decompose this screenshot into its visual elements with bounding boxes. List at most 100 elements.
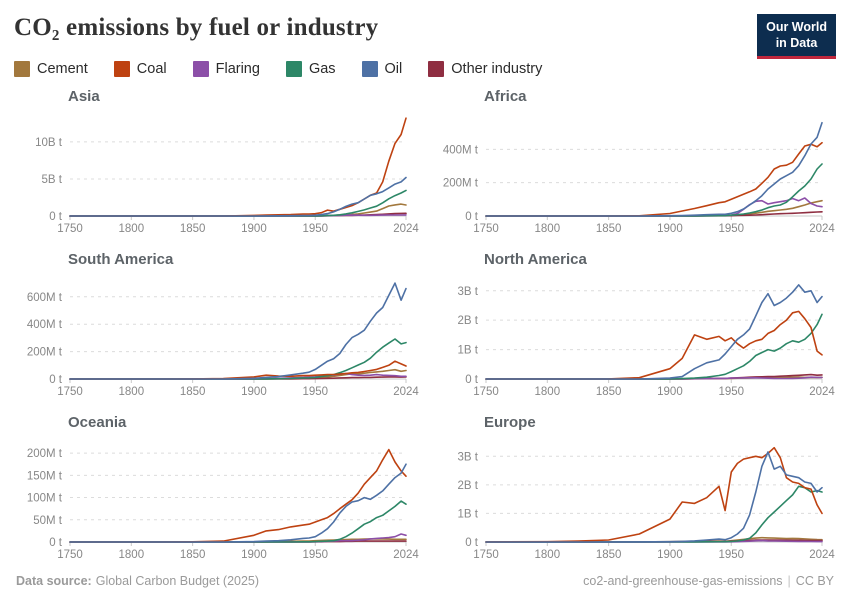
chart-title: South America	[68, 250, 174, 268]
y-axis-tick-label: 2B t	[458, 315, 479, 327]
header: CO₂ emissions by fuel or industry Our Wo…	[14, 12, 836, 59]
y-axis-tick-label: 200M t	[27, 346, 63, 358]
series-line-coal	[485, 141, 823, 217]
legend: Cement Coal Flaring Gas Oil Other industry	[14, 60, 836, 77]
x-axis-tick-label: 1750	[473, 386, 499, 398]
line-chart-svg: 0 t 1B t 2B t 3B t 1750 1800 1850 1900 1950 2024	[458, 283, 835, 398]
x-axis-tick-label: 1850	[180, 549, 206, 561]
license-link[interactable]: CC BY	[795, 574, 834, 588]
chart-title: Oceania	[68, 413, 127, 431]
y-axis-tick-label: 3B t	[458, 285, 479, 297]
chart-south-america: South America 0 t 200M t 400M t 600M t 1750 18…	[14, 246, 420, 405]
x-axis-tick-label: 1750	[57, 386, 83, 398]
legend-label: Oil	[384, 60, 403, 77]
data-source: Data source: Global Carbon Budget (2025)	[16, 574, 259, 588]
y-axis-tick-label: 0 t	[465, 374, 479, 386]
series-line-coal	[69, 116, 407, 217]
x-axis-tick-label: 1850	[596, 223, 622, 235]
series-line-coal	[485, 446, 823, 543]
y-axis-tick-label: 0 t	[49, 537, 63, 549]
chart-title: North America	[484, 250, 587, 268]
legend-swatch	[192, 60, 209, 77]
footer: Data source: Global Carbon Budget (2025) …	[14, 568, 836, 590]
legend-item-oil[interactable]: Oil	[361, 60, 403, 77]
x-axis-tick-label: 1800	[535, 386, 561, 398]
x-axis-tick-label: 1850	[180, 386, 206, 398]
x-axis-tick-label: 1900	[241, 549, 267, 561]
x-axis-tick-label: 1850	[596, 549, 622, 561]
x-axis-tick-label: 1900	[241, 223, 267, 235]
x-axis-tick-label: 1950	[718, 223, 744, 235]
chart-oceania: Oceania 0 t 50M t 100M t 150M t 200M t 1750 180…	[14, 409, 420, 568]
y-axis-tick-label: 0 t	[465, 211, 479, 223]
legend-swatch	[113, 60, 130, 77]
legend-swatch	[285, 60, 302, 77]
owid-logo-line2: in Data	[775, 36, 818, 51]
x-axis-tick-label: 1800	[535, 549, 561, 561]
chart-europe: Europe 0 t 1B t 2B t 3B t 1750 1800 1850 1900 195…	[430, 409, 836, 568]
y-axis-tick-label: 5B t	[42, 173, 63, 185]
x-axis-tick-label: 1950	[302, 223, 328, 235]
chart-title: Asia	[68, 87, 100, 105]
chart-title: Europe	[484, 413, 536, 431]
series-line-coal	[69, 448, 407, 543]
owid-logo-line1: Our World	[766, 20, 827, 34]
chart-title: Africa	[484, 87, 527, 105]
x-axis-tick-label: 2024	[809, 223, 835, 235]
x-axis-tick-label: 1750	[473, 223, 499, 235]
y-axis-tick-label: 100M t	[27, 492, 63, 504]
page-title: CO₂ emissions by fuel or industry	[14, 14, 379, 41]
y-axis-tick-label: 0 t	[465, 537, 479, 549]
y-axis-tick-label: 3B t	[458, 451, 479, 463]
line-chart-svg: 0 t 50M t 100M t 150M t 200M t 1750 1800 1850 19…	[27, 448, 420, 561]
x-axis-tick-label: 1950	[302, 549, 328, 561]
x-axis-tick-label: 2024	[809, 386, 835, 398]
x-axis-tick-label: 1900	[657, 549, 683, 561]
x-axis-tick-label: 1850	[180, 223, 206, 235]
line-chart-svg: 0 t 200M t 400M t 600M t 1750 1800 1850 1900 195…	[27, 281, 419, 398]
chart-north-america: North America 0 t 1B t 2B t 3B t 1750 1800 1850…	[430, 246, 836, 405]
x-axis-tick-label: 1800	[119, 549, 145, 561]
series-line-oil	[485, 283, 823, 380]
series-line-gas	[69, 500, 407, 543]
chart-africa: Africa 0 t 200M t 400M t 1750 1800 1850 1900 195…	[430, 83, 836, 242]
series-line-gas	[485, 313, 823, 380]
series-line-oil	[485, 451, 823, 543]
legend-label: Other industry	[451, 60, 543, 77]
legend-item-other-industry[interactable]: Other industry	[428, 60, 543, 77]
y-axis-tick-label: 2B t	[458, 480, 479, 492]
legend-label: Cement	[37, 60, 88, 77]
x-axis-tick-label: 1800	[535, 223, 561, 235]
y-axis-tick-label: 200M t	[27, 448, 63, 460]
y-axis-tick-label: 600M t	[27, 291, 63, 303]
x-axis-tick-label: 2024	[393, 549, 419, 561]
legend-item-flaring[interactable]: Flaring	[192, 60, 260, 77]
legend-item-cement[interactable]: Cement	[14, 60, 88, 77]
y-axis-tick-label: 1B t	[458, 344, 479, 356]
legend-item-coal[interactable]: Coal	[113, 60, 167, 77]
owid-logo[interactable]: Our World in Data	[757, 14, 836, 59]
y-axis-tick-label: 1B t	[458, 508, 479, 520]
x-axis-tick-label: 1750	[57, 223, 83, 235]
x-axis-tick-label: 2024	[393, 223, 419, 235]
legend-label: Coal	[136, 60, 167, 77]
series-line-oil	[69, 463, 407, 543]
x-axis-tick-label: 1750	[473, 549, 499, 561]
y-axis-tick-label: 10B t	[35, 136, 63, 148]
y-axis-tick-label: 400M t	[27, 319, 63, 331]
series-line-oil	[485, 121, 823, 217]
series-line-oil	[69, 281, 407, 380]
x-axis-tick-label: 1950	[718, 386, 744, 398]
legend-swatch	[361, 60, 378, 77]
x-axis-tick-label: 1900	[241, 386, 267, 398]
legend-item-gas[interactable]: Gas	[285, 60, 336, 77]
y-axis-tick-label: 50M t	[33, 515, 63, 527]
x-axis-tick-label: 1950	[718, 549, 744, 561]
charts-grid: Asia 0 t 5B t 10B t 1750 1800 1850 1900 1950 2024…	[14, 83, 836, 569]
series-line-gas	[485, 485, 823, 543]
legend-label: Gas	[308, 60, 336, 77]
data-source-label: Data source:	[16, 574, 92, 588]
chart-slug: co2-and-greenhouse-gas-emissions	[583, 574, 783, 588]
y-axis-tick-label: 400M t	[443, 144, 479, 156]
